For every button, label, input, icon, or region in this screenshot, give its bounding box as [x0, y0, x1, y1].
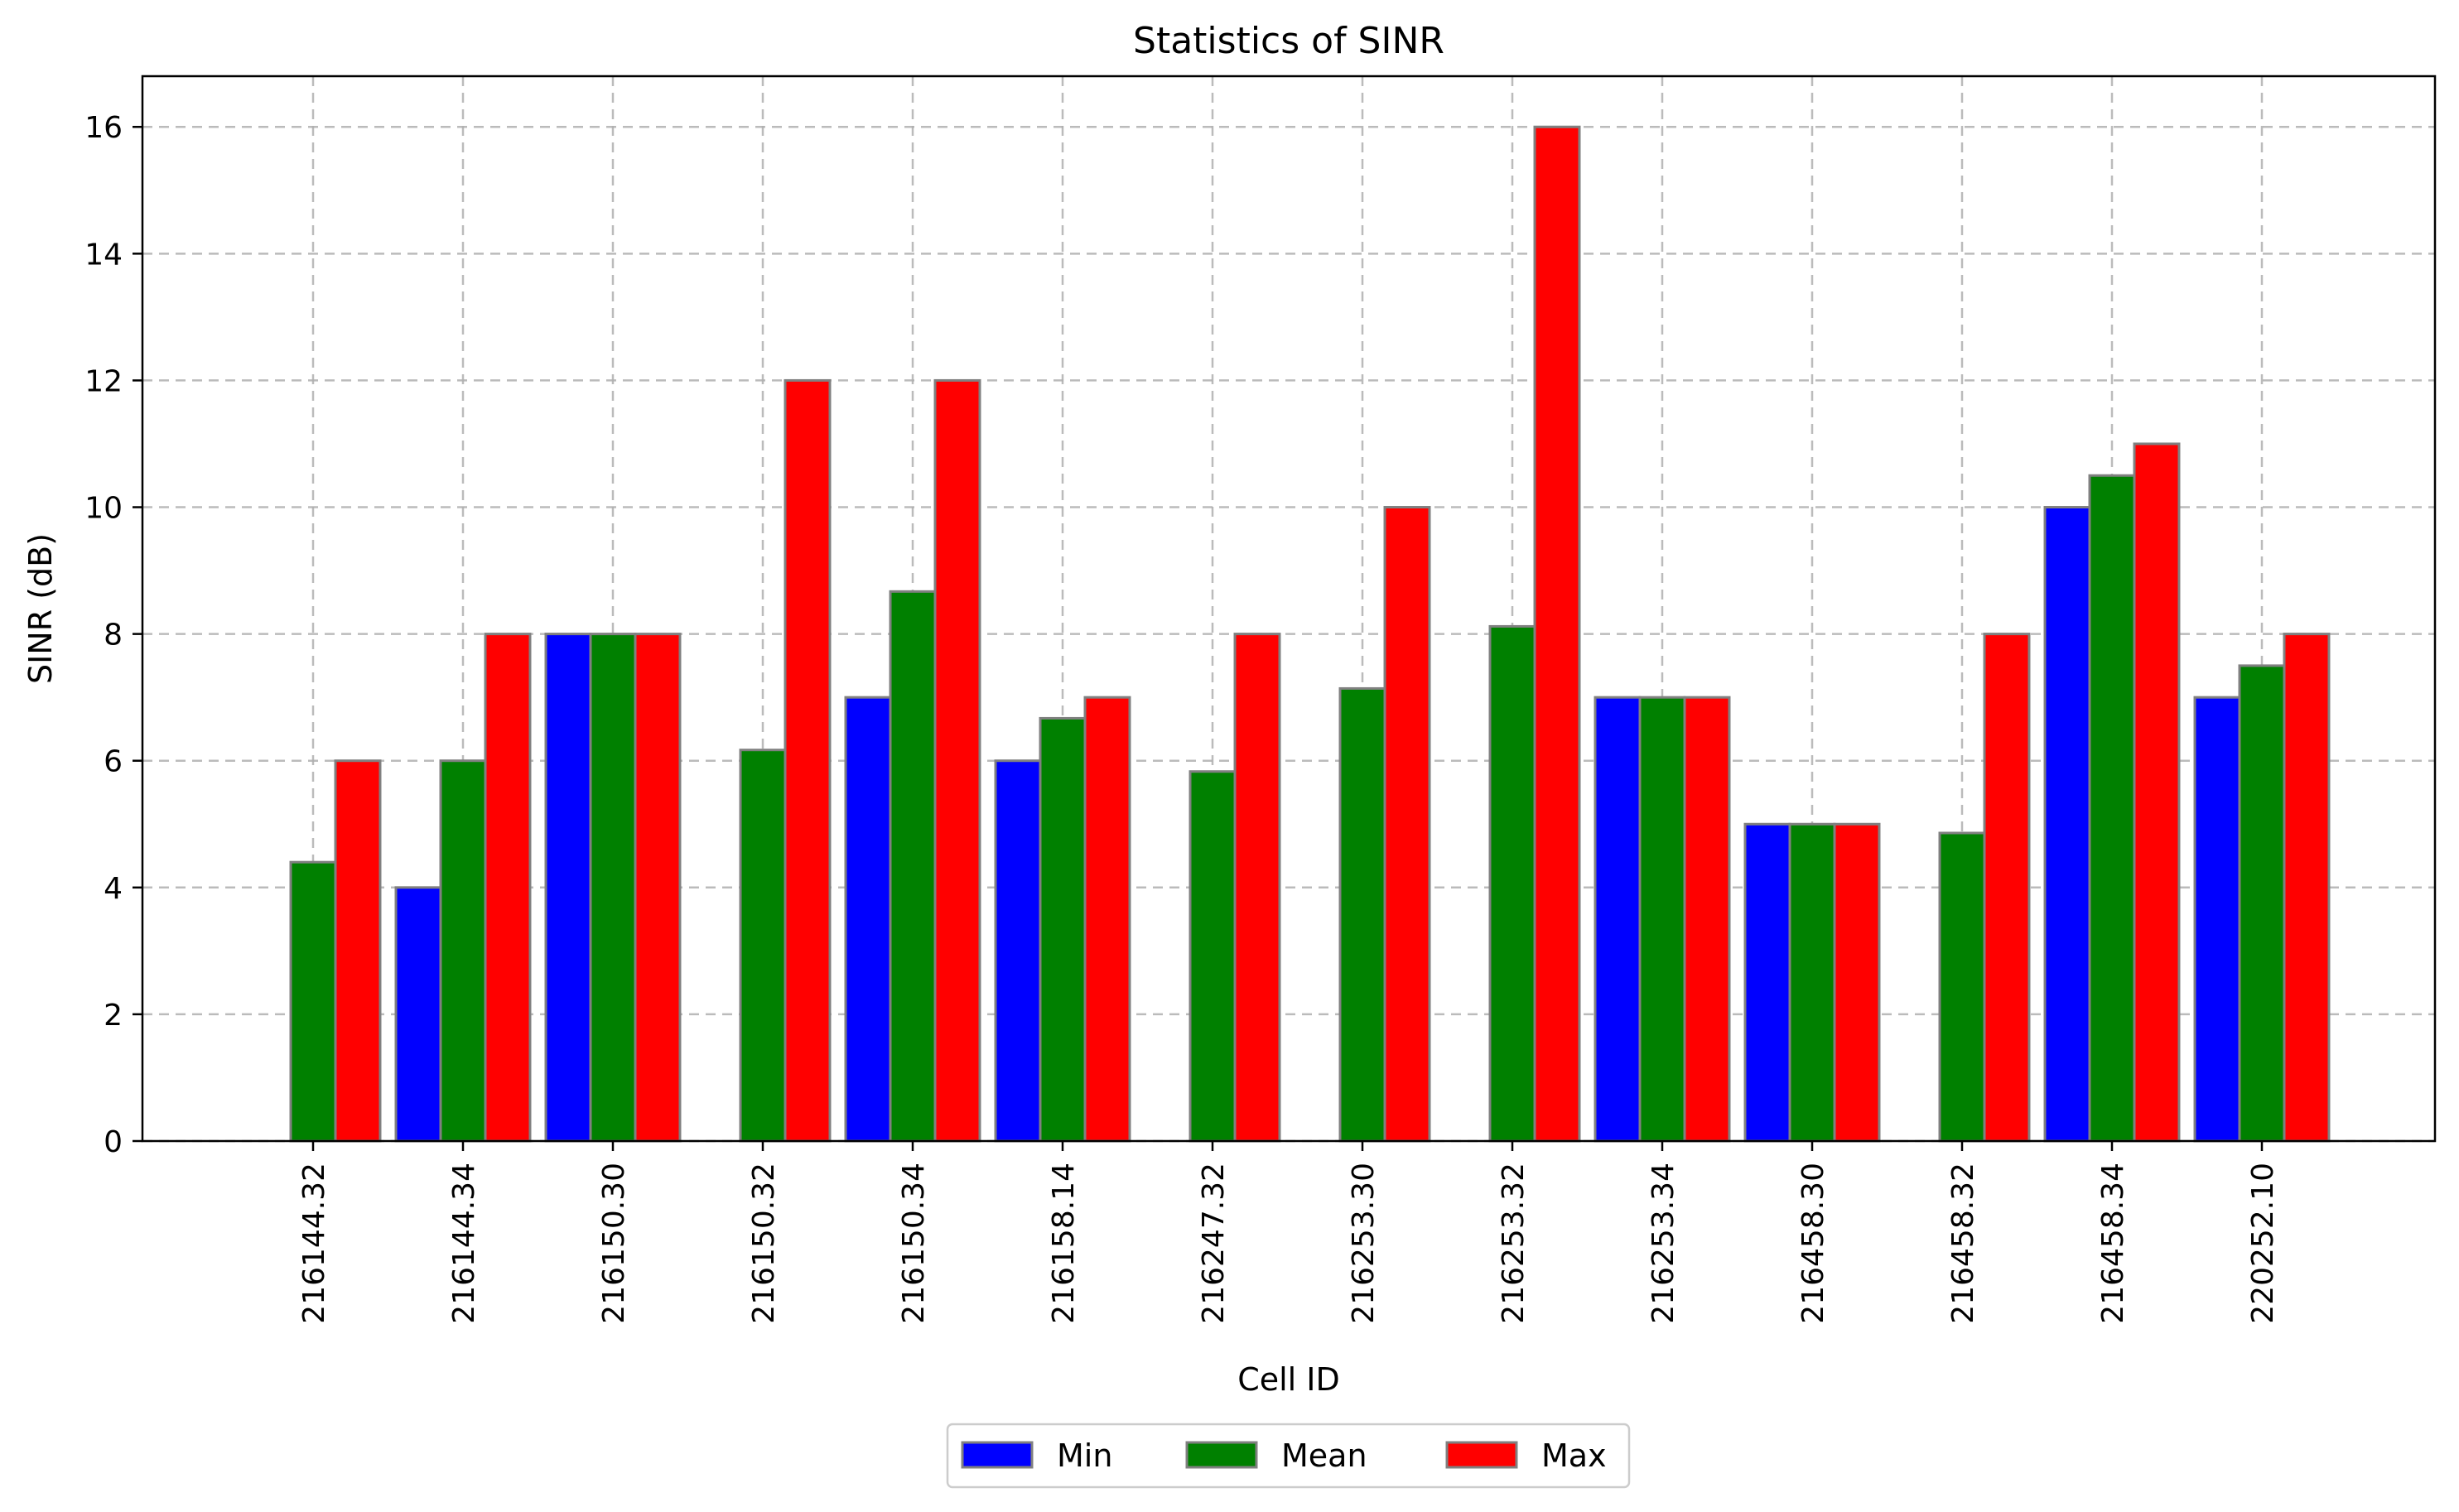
legend-label-min: Min: [1057, 1437, 1112, 1474]
bar-mean-11: [1938, 831, 1986, 1143]
bar-min-10: [1743, 822, 1791, 1143]
bar-max-13: [2283, 633, 2331, 1143]
bar-min-4: [844, 696, 892, 1143]
y-tick-label: 2: [104, 999, 123, 1033]
x-tick-label: 216458.34: [2096, 1163, 2130, 1324]
bar-max-4: [933, 378, 981, 1143]
bar-max-2: [634, 633, 682, 1143]
bar-max-6: [1233, 633, 1281, 1143]
bar-max-11: [1983, 633, 2031, 1143]
bar-mean-12: [2088, 474, 2136, 1143]
y-tick-label: 12: [84, 364, 123, 398]
bar-mean-10: [1788, 822, 1836, 1143]
bar-min-9: [1594, 696, 1642, 1143]
bar-min-2: [544, 633, 592, 1143]
x-tick-label: 216253.32: [1497, 1163, 1531, 1324]
bar-mean-13: [2238, 664, 2286, 1143]
y-tick-label: 10: [84, 492, 123, 526]
x-tick-label: 216247.32: [1197, 1163, 1231, 1324]
legend-label-max: Max: [1541, 1437, 1607, 1474]
bar-min-12: [2043, 506, 2091, 1143]
plot-frame: [141, 75, 2437, 1143]
bar-max-1: [484, 633, 532, 1143]
y-tick-label: 14: [84, 238, 123, 272]
legend: Min Mean Max: [946, 1423, 1631, 1489]
bar-max-12: [2133, 442, 2181, 1143]
bar-mean-7: [1338, 686, 1386, 1143]
bar-min-1: [394, 886, 442, 1143]
bar-max-0: [334, 759, 382, 1143]
x-tick-label: 220252.10: [2246, 1163, 2280, 1324]
legend-box: [946, 1423, 1631, 1489]
bar-max-8: [1533, 125, 1581, 1143]
bar-mean-6: [1189, 770, 1237, 1143]
legend-swatch-max: [1445, 1441, 1518, 1469]
bar-max-7: [1383, 506, 1431, 1143]
y-tick-label: 16: [84, 111, 123, 145]
x-tick-label: 216253.30: [1347, 1163, 1381, 1324]
y-tick-label: 0: [104, 1125, 123, 1159]
bar-max-9: [1683, 696, 1731, 1143]
x-axis-ticks: 216144.32 216144.34 216150.30 216150.32 2161…: [297, 1141, 2280, 1324]
chart-title: Statistics of SINR: [1133, 20, 1444, 62]
bar-mean-4: [889, 590, 937, 1143]
bar-mean-8: [1488, 624, 1536, 1143]
legend-label-mean: Mean: [1281, 1437, 1367, 1474]
bar-mean-3: [739, 749, 787, 1143]
x-tick-label: 216144.32: [297, 1163, 331, 1324]
bar-mean-2: [589, 633, 637, 1143]
y-tick-label: 8: [104, 619, 123, 652]
y-axis-label: SINR (dB): [22, 533, 59, 684]
bar-min-13: [2193, 696, 2241, 1143]
bar-max-5: [1083, 696, 1131, 1143]
bar-mean-9: [1638, 696, 1686, 1143]
bar-min-5: [994, 759, 1042, 1143]
y-axis-ticks: 0 2 4 6 8 10 12 14 16: [84, 111, 142, 1159]
x-tick-label: 216144.34: [447, 1163, 481, 1324]
x-tick-label: 216458.30: [1796, 1163, 1830, 1324]
x-tick-label: 216150.30: [597, 1163, 631, 1324]
x-axis-label: Cell ID: [1237, 1361, 1340, 1398]
x-tick-label: 216150.34: [897, 1163, 931, 1324]
bar-mean-0: [289, 860, 337, 1143]
bar-mean-5: [1039, 716, 1087, 1143]
x-tick-label: 216158.14: [1047, 1163, 1081, 1324]
bars-layer: [289, 125, 2331, 1143]
x-tick-label: 216458.32: [1946, 1163, 1980, 1324]
x-tick-label: 216253.34: [1647, 1163, 1680, 1324]
legend-swatch-min: [961, 1441, 1034, 1469]
bar-mean-1: [439, 759, 487, 1143]
y-tick-label: 4: [104, 872, 123, 906]
x-tick-label: 216150.32: [747, 1163, 781, 1324]
bar-max-3: [784, 378, 832, 1143]
legend-swatch-mean: [1185, 1441, 1258, 1469]
bar-max-10: [1833, 822, 1881, 1143]
y-tick-label: 6: [104, 745, 123, 779]
